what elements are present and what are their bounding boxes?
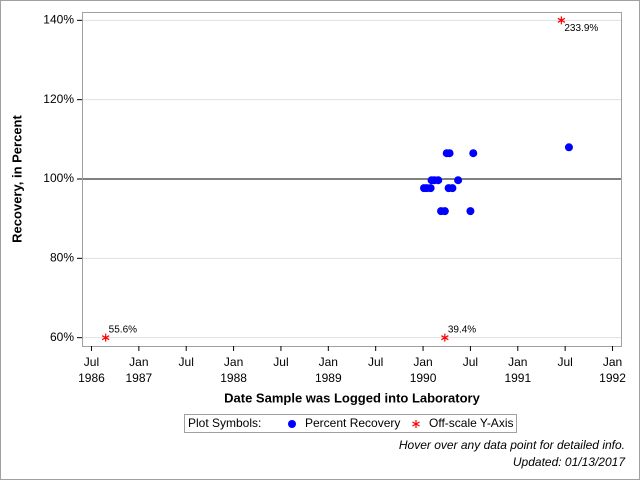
data-point[interactable] bbox=[101, 333, 110, 342]
x-tick-label: Jan bbox=[603, 355, 622, 369]
y-axis-title: Recovery, in Percent bbox=[9, 115, 24, 243]
data-point[interactable] bbox=[434, 176, 443, 185]
data-point[interactable] bbox=[469, 149, 478, 158]
y-tick-label: 140% bbox=[43, 13, 74, 27]
legend-label: Off-scale Y-Axis bbox=[429, 416, 513, 430]
x-year-label: 1988 bbox=[220, 371, 247, 385]
x-year-label: 1991 bbox=[504, 371, 531, 385]
off-scale-label: 39.4% bbox=[448, 324, 476, 335]
legend-title: Plot Symbols: bbox=[188, 416, 261, 430]
data-point[interactable] bbox=[445, 149, 454, 158]
x-tick-label: Jan bbox=[319, 355, 338, 369]
y-tick-label: 100% bbox=[43, 171, 74, 185]
off-scale-label: 55.6% bbox=[109, 324, 137, 335]
plot-frame bbox=[82, 12, 622, 347]
x-tick-label: Jul bbox=[179, 355, 194, 369]
x-tick-label: Jul bbox=[273, 355, 288, 369]
x-tick-label: Jul bbox=[84, 355, 99, 369]
footnote: Hover over any data point for detailed i… bbox=[399, 438, 625, 452]
data-point[interactable] bbox=[441, 333, 449, 342]
x-tick-label: Jul bbox=[368, 355, 383, 369]
x-year-label: 1992 bbox=[599, 371, 626, 385]
x-tick-label: Jan bbox=[129, 355, 148, 369]
data-point[interactable] bbox=[466, 207, 475, 216]
data-point[interactable] bbox=[564, 143, 573, 152]
x-year-label: 1989 bbox=[315, 371, 342, 385]
y-tick-label: 60% bbox=[50, 330, 74, 344]
x-tick-label: Jan bbox=[508, 355, 527, 369]
data-point[interactable] bbox=[440, 207, 449, 216]
legend-label: Percent Recovery bbox=[305, 416, 400, 430]
data-point[interactable] bbox=[426, 184, 435, 193]
footnote: Updated: 01/13/2017 bbox=[513, 455, 626, 469]
x-axis-title: Date Sample was Logged into Laboratory bbox=[224, 390, 480, 405]
legend-box bbox=[184, 414, 517, 433]
legend-marker bbox=[412, 420, 420, 428]
data-point[interactable] bbox=[454, 176, 463, 185]
x-tick-label: Jul bbox=[463, 355, 478, 369]
x-tick-label: Jul bbox=[557, 355, 572, 369]
x-year-label: 1990 bbox=[410, 371, 437, 385]
x-year-label: 1987 bbox=[125, 371, 152, 385]
x-tick-label: Jan bbox=[224, 355, 243, 369]
x-tick-label: Jan bbox=[413, 355, 432, 369]
data-point[interactable] bbox=[448, 184, 457, 193]
y-tick-label: 120% bbox=[43, 92, 74, 106]
data-point[interactable] bbox=[557, 16, 566, 25]
y-tick-label: 80% bbox=[50, 251, 74, 265]
off-scale-label: 233.9% bbox=[564, 23, 598, 34]
legend-marker bbox=[288, 420, 296, 428]
x-year-label: 1986 bbox=[78, 371, 105, 385]
